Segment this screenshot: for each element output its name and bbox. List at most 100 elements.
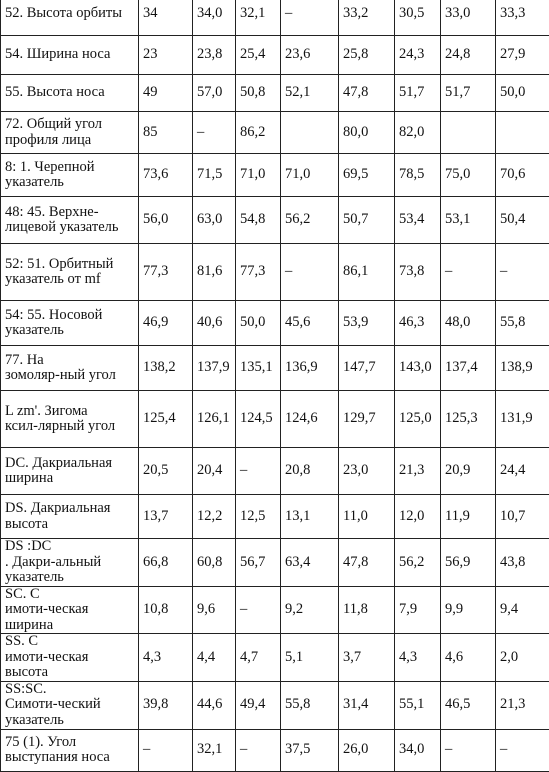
value-cell: 138,9 bbox=[496, 346, 549, 391]
row-label: 52: 51. Орбитный указатель от mf bbox=[1, 244, 139, 301]
value-cell: 53,1 bbox=[441, 197, 496, 244]
value-cell: 23 bbox=[139, 36, 193, 75]
value-cell: 70,6 bbox=[496, 154, 549, 197]
value-cell: 33,2 bbox=[339, 0, 395, 36]
value-cell: 56,2 bbox=[281, 197, 339, 244]
value-cell: 9,2 bbox=[281, 586, 339, 634]
value-cell: 71,0 bbox=[281, 154, 339, 197]
value-cell: 12,0 bbox=[395, 495, 441, 539]
value-cell: 75,0 bbox=[441, 154, 496, 197]
value-cell: 4,7 bbox=[236, 634, 281, 682]
value-cell: 126,1 bbox=[193, 391, 236, 448]
value-cell: 56,7 bbox=[236, 539, 281, 587]
value-cell: 5,1 bbox=[281, 634, 339, 682]
value-cell: 7,9 bbox=[395, 586, 441, 634]
value-cell: 82,0 bbox=[395, 112, 441, 154]
value-cell: 51,7 bbox=[441, 75, 496, 112]
value-cell: 21,3 bbox=[395, 448, 441, 495]
value-cell: 32,1 bbox=[193, 729, 236, 771]
value-cell: – bbox=[236, 448, 281, 495]
value-cell: 55,8 bbox=[281, 681, 339, 729]
value-cell: 50,0 bbox=[496, 75, 549, 112]
value-cell: 77,3 bbox=[139, 244, 193, 301]
value-cell: 25,8 bbox=[339, 36, 395, 75]
value-cell: 137,9 bbox=[193, 346, 236, 391]
value-cell: 86,1 bbox=[339, 244, 395, 301]
value-cell: 53,9 bbox=[339, 301, 395, 346]
value-cell: 9,4 bbox=[496, 586, 549, 634]
value-cell: 4,6 bbox=[441, 634, 496, 682]
value-cell: 40,6 bbox=[193, 301, 236, 346]
value-cell: 49,4 bbox=[236, 681, 281, 729]
value-cell: 55,1 bbox=[395, 681, 441, 729]
value-cell: 124,6 bbox=[281, 391, 339, 448]
value-cell: 131,9 bbox=[496, 391, 549, 448]
value-cell: 21,3 bbox=[496, 681, 549, 729]
value-cell: 136,9 bbox=[281, 346, 339, 391]
value-cell: 143,0 bbox=[395, 346, 441, 391]
value-cell: 12,2 bbox=[193, 495, 236, 539]
value-cell: 13,1 bbox=[281, 495, 339, 539]
value-cell: 44,6 bbox=[193, 681, 236, 729]
value-cell: 57,0 bbox=[193, 75, 236, 112]
value-cell: 147,7 bbox=[339, 346, 395, 391]
value-cell: 49 bbox=[139, 75, 193, 112]
value-cell: 63,4 bbox=[281, 539, 339, 587]
value-cell: 34,0 bbox=[395, 729, 441, 771]
value-cell: 24,8 bbox=[441, 36, 496, 75]
value-cell: 4,4 bbox=[193, 634, 236, 682]
value-cell: – bbox=[441, 244, 496, 301]
value-cell: 50,4 bbox=[496, 197, 549, 244]
value-cell: 23,0 bbox=[339, 448, 395, 495]
row-label: DS. Дакриальная высота bbox=[1, 495, 139, 539]
value-cell: 10,8 bbox=[139, 586, 193, 634]
value-cell bbox=[281, 112, 339, 154]
value-cell: 2,0 bbox=[496, 634, 549, 682]
value-cell: 43,8 bbox=[496, 539, 549, 587]
value-cell: 73,6 bbox=[139, 154, 193, 197]
row-label: DC. Дакриальная ширина bbox=[1, 448, 139, 495]
value-cell: 11,0 bbox=[339, 495, 395, 539]
value-cell: 37,5 bbox=[281, 729, 339, 771]
value-cell: 26,0 bbox=[339, 729, 395, 771]
value-cell: 73,8 bbox=[395, 244, 441, 301]
value-cell: 47,8 bbox=[339, 75, 395, 112]
value-cell: 86,2 bbox=[236, 112, 281, 154]
value-cell: 129,7 bbox=[339, 391, 395, 448]
value-cell: 138,2 bbox=[139, 346, 193, 391]
value-cell: 27,9 bbox=[496, 36, 549, 75]
value-cell: 20,9 bbox=[441, 448, 496, 495]
value-cell: 63,0 bbox=[193, 197, 236, 244]
value-cell: 11,9 bbox=[441, 495, 496, 539]
value-cell: 3,7 bbox=[339, 634, 395, 682]
value-cell: 46,9 bbox=[139, 301, 193, 346]
value-cell: 71,5 bbox=[193, 154, 236, 197]
value-cell: – bbox=[281, 244, 339, 301]
value-cell: – bbox=[496, 244, 549, 301]
value-cell: 32,1 bbox=[236, 0, 281, 36]
value-cell: 125,3 bbox=[441, 391, 496, 448]
row-label: 54: 55. Носовой указатель bbox=[1, 301, 139, 346]
value-cell bbox=[496, 112, 549, 154]
value-cell: 46,5 bbox=[441, 681, 496, 729]
value-cell: 52,1 bbox=[281, 75, 339, 112]
value-cell: 9,9 bbox=[441, 586, 496, 634]
value-cell: 125,4 bbox=[139, 391, 193, 448]
value-cell: 80,0 bbox=[339, 112, 395, 154]
value-cell bbox=[441, 112, 496, 154]
row-label: 8: 1. Черепной указатель bbox=[1, 154, 139, 197]
value-cell: 66,8 bbox=[139, 539, 193, 587]
value-cell: 47,8 bbox=[339, 539, 395, 587]
value-cell: 125,0 bbox=[395, 391, 441, 448]
